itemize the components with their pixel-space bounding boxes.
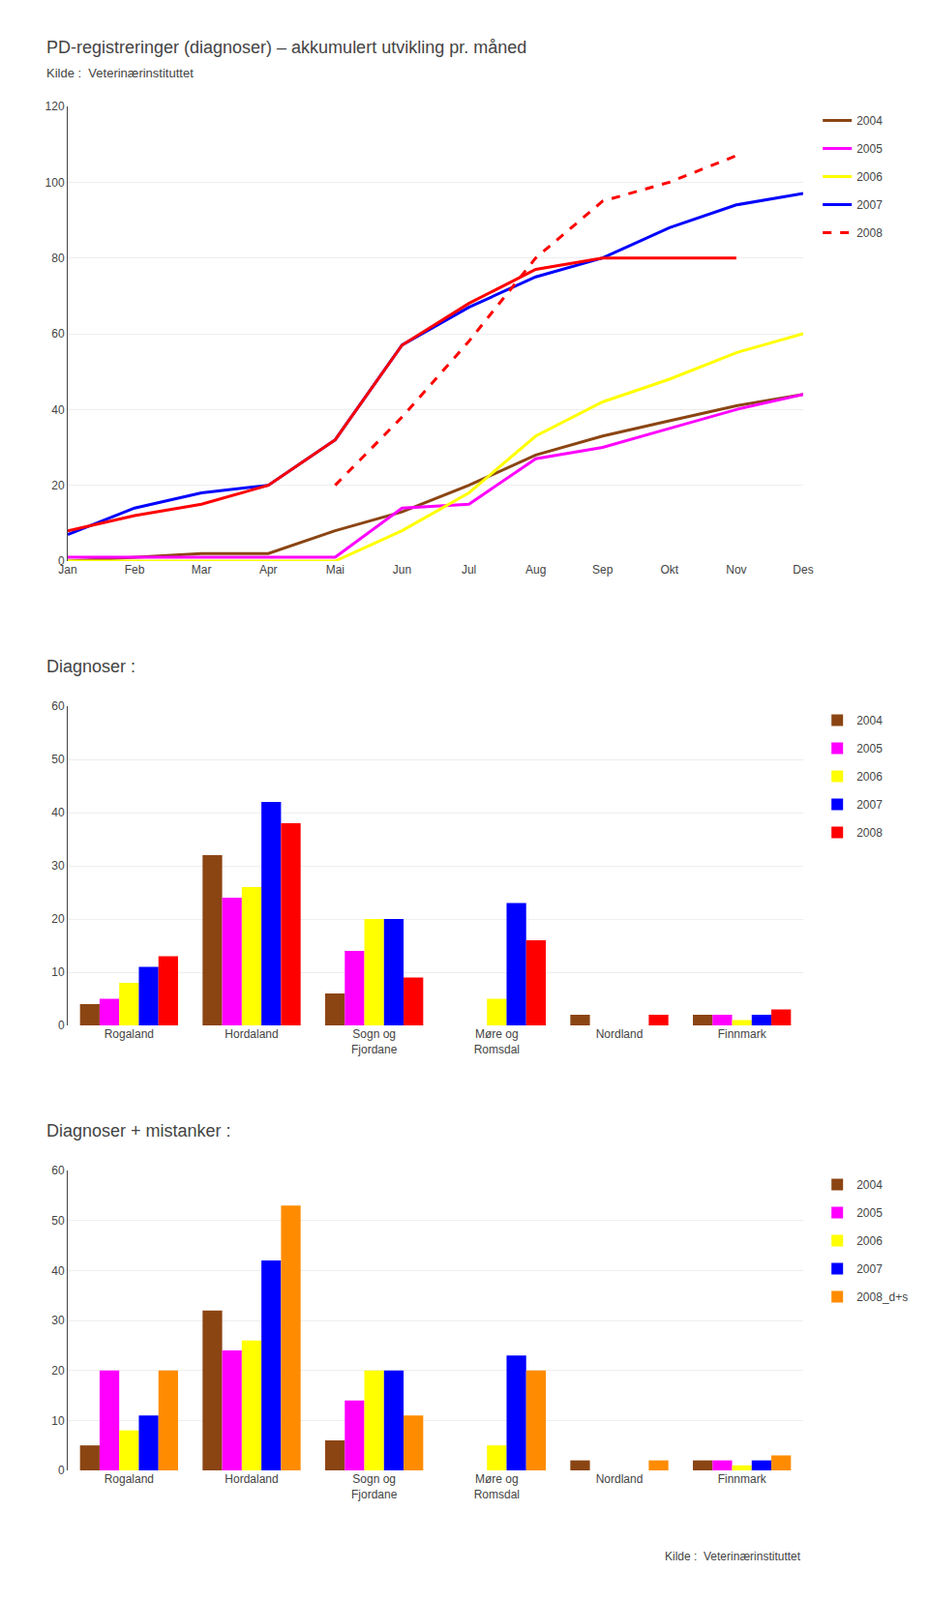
svg-text:Diagnoser :: Diagnoser :	[46, 657, 136, 677]
svg-text:2006: 2006	[856, 1234, 883, 1249]
svg-text:Sogn ogFjordane: Sogn ogFjordane	[351, 1027, 398, 1057]
svg-text:2007: 2007	[856, 198, 883, 212]
svg-text:2006: 2006	[856, 170, 883, 184]
svg-text:60: 60	[51, 699, 65, 714]
svg-text:Aug: Aug	[525, 563, 546, 577]
svg-text:PD-registreringer (diagnoser): PD-registreringer (diagnoser) – akkumule…	[46, 37, 527, 58]
svg-text:Finnmark: Finnmark	[718, 1472, 768, 1487]
svg-text:2007: 2007	[856, 798, 883, 812]
svg-text:20: 20	[51, 912, 65, 927]
svg-text:Feb: Feb	[124, 563, 146, 577]
svg-text:Nordland: Nordland	[596, 1472, 644, 1487]
svg-text:Finnmark: Finnmark	[718, 1027, 768, 1042]
svg-text:10: 10	[51, 965, 65, 980]
svg-text:10: 10	[51, 1414, 65, 1429]
svg-text:Kilde : Veterinærinstituttet: Kilde : Veterinærinstituttet	[46, 65, 194, 81]
svg-text:50: 50	[51, 752, 65, 767]
svg-text:Apr: Apr	[259, 563, 278, 577]
svg-text:2008: 2008	[856, 826, 883, 840]
svg-text:60: 60	[51, 327, 65, 341]
svg-text:2007: 2007	[856, 1262, 883, 1277]
svg-text:Møre ogRomsdal: Møre ogRomsdal	[474, 1027, 520, 1057]
svg-text:30: 30	[51, 1314, 65, 1328]
svg-text:Rogaland: Rogaland	[104, 1472, 154, 1487]
svg-text:Jan: Jan	[58, 563, 77, 577]
svg-text:2004: 2004	[856, 1178, 883, 1193]
svg-text:Okt: Okt	[659, 563, 679, 577]
svg-text:Mai: Mai	[326, 563, 345, 577]
svg-text:2005: 2005	[856, 142, 883, 156]
svg-text:Møre ogRomsdal: Møre ogRomsdal	[474, 1472, 520, 1502]
svg-text:Rogaland: Rogaland	[104, 1027, 154, 1042]
svg-text:Kilde : Veterinærinstituttet: Kilde : Veterinærinstituttet	[664, 1550, 802, 1564]
svg-text:30: 30	[51, 859, 65, 873]
svg-text:Jun: Jun	[392, 563, 412, 577]
svg-text:0: 0	[58, 1018, 65, 1033]
svg-text:80: 80	[51, 251, 65, 266]
svg-text:40: 40	[51, 806, 65, 820]
svg-text:20: 20	[51, 479, 65, 493]
svg-text:2008_d+s: 2008_d+s	[856, 1290, 908, 1305]
svg-text:Sep: Sep	[592, 563, 614, 577]
svg-text:Nordland: Nordland	[596, 1027, 644, 1042]
svg-text:0: 0	[58, 1464, 65, 1478]
svg-text:Nov: Nov	[725, 563, 747, 577]
svg-text:2004: 2004	[856, 114, 883, 128]
svg-text:2005: 2005	[856, 1206, 883, 1221]
svg-text:Sogn ogFjordane: Sogn ogFjordane	[351, 1472, 398, 1502]
svg-text:2004: 2004	[856, 714, 883, 728]
svg-text:100: 100	[45, 176, 65, 190]
svg-text:0: 0	[58, 554, 65, 569]
svg-text:Diagnoser + mistanker :: Diagnoser + mistanker :	[46, 1121, 232, 1141]
svg-text:40: 40	[51, 403, 65, 418]
svg-text:Jul: Jul	[461, 563, 477, 577]
svg-text:20: 20	[51, 1364, 65, 1379]
svg-text:40: 40	[51, 1264, 65, 1279]
svg-text:Hordaland: Hordaland	[224, 1472, 278, 1487]
svg-text:Des: Des	[792, 563, 813, 577]
svg-text:2005: 2005	[856, 742, 883, 756]
svg-text:Hordaland: Hordaland	[224, 1027, 278, 1042]
svg-text:2008: 2008	[856, 226, 883, 240]
svg-text:2006: 2006	[856, 770, 883, 784]
svg-text:50: 50	[51, 1214, 65, 1229]
svg-text:Mar: Mar	[191, 563, 212, 577]
svg-text:60: 60	[51, 1164, 65, 1178]
svg-text:120: 120	[45, 99, 65, 114]
